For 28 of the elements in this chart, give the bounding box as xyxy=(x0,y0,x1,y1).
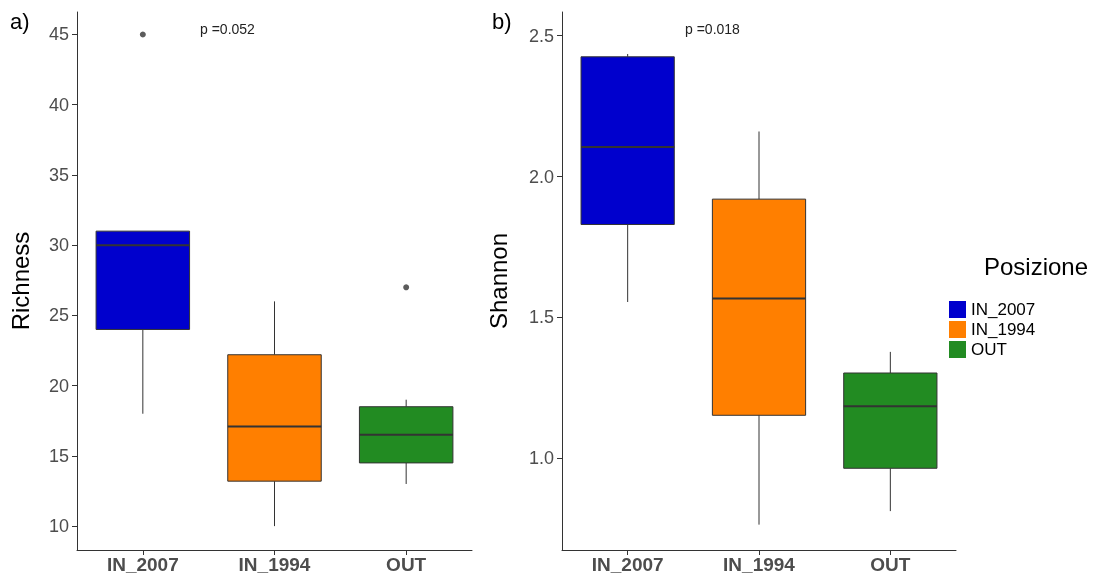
chart-title: a) xyxy=(10,8,30,34)
y-tick-label: 15 xyxy=(48,445,69,466)
y-tick-label: 30 xyxy=(48,235,69,256)
y-axis-title: Shannon xyxy=(484,232,512,330)
y-tick-label: 40 xyxy=(48,94,69,115)
legend-label: IN_1994 xyxy=(971,320,1036,339)
annotation: p =0.052 xyxy=(200,21,256,37)
x-tick-label: IN_2007 xyxy=(106,554,179,575)
legend-label: IN_2007 xyxy=(971,300,1036,319)
y-tick-label: 45 xyxy=(48,24,69,45)
annotation: p =0.018 xyxy=(685,21,741,37)
legend-title: Posizione xyxy=(983,252,1088,280)
y-axis-title: Richness xyxy=(6,231,34,331)
y-tick-label: 2.0 xyxy=(528,166,554,187)
x-tick-label: IN_2007 xyxy=(591,554,664,575)
y-tick-label: 25 xyxy=(48,305,69,326)
y-tick-label: 1.5 xyxy=(528,307,554,328)
y-tick-label: 35 xyxy=(48,164,69,185)
y-tick-label: 1.0 xyxy=(528,448,554,469)
y-tick-label: 2.5 xyxy=(528,25,554,46)
legend-label: OUT xyxy=(971,340,1007,359)
y-tick-label: 20 xyxy=(48,375,69,396)
y-tick-label: 10 xyxy=(48,516,69,537)
x-tick-label: OUT xyxy=(386,554,427,575)
x-tick-label: IN_1994 xyxy=(723,554,796,575)
x-tick-label: IN_1994 xyxy=(238,554,311,575)
x-tick-label: OUT xyxy=(870,554,911,575)
chart-title: b) xyxy=(492,8,512,34)
